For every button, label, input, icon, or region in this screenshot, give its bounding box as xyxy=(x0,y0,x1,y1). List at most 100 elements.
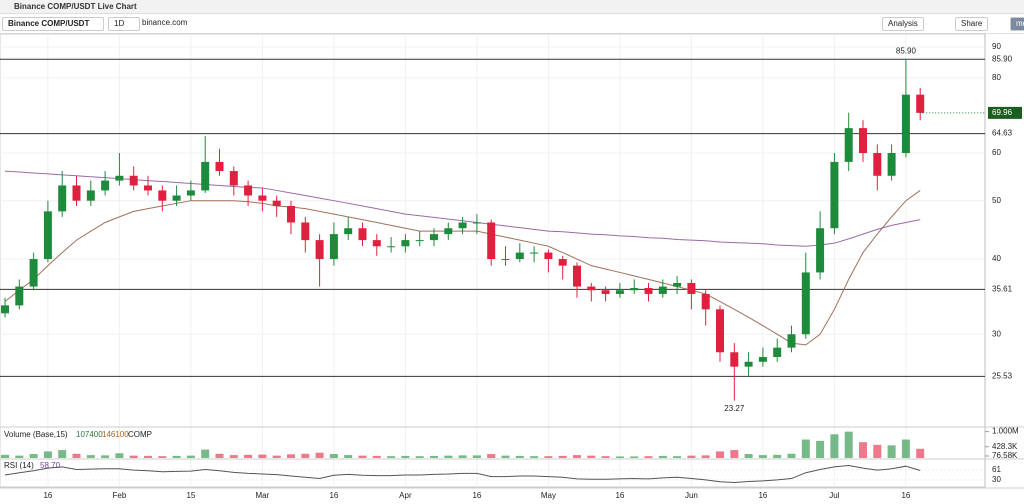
volume-bar xyxy=(630,456,639,458)
candle-body xyxy=(401,240,410,247)
volume-bar xyxy=(887,445,896,458)
volume-bar xyxy=(830,434,839,458)
volume-bar xyxy=(172,455,181,458)
volume-bar xyxy=(158,456,167,458)
candle-body xyxy=(101,180,110,191)
x-tick-label: 16 xyxy=(901,491,910,500)
candle-body xyxy=(601,290,610,294)
volume-bar xyxy=(372,455,381,458)
candle-body xyxy=(873,153,882,176)
low-annotation: 23.27 xyxy=(724,404,745,413)
volume-bar xyxy=(215,453,224,458)
volume-bar xyxy=(873,444,882,458)
volume-bar xyxy=(329,454,338,458)
volume-bar xyxy=(1,454,9,458)
level-label: 25.53 xyxy=(992,372,1013,381)
y-tick-label: 80 xyxy=(992,73,1001,82)
volume-bar xyxy=(186,455,195,458)
volume-bar xyxy=(916,448,925,458)
user-button[interactable]: me xyxy=(1010,17,1024,31)
volume-ma: 107400 xyxy=(76,430,103,439)
x-tick-label: 16 xyxy=(472,491,481,500)
candle-body xyxy=(115,175,124,181)
candle-body xyxy=(544,252,553,260)
volume-bar xyxy=(115,453,124,458)
candle-body xyxy=(229,171,238,186)
last-price-tag xyxy=(988,106,1022,119)
candle-body xyxy=(573,265,581,287)
volume-bar xyxy=(673,456,682,458)
volume-bar xyxy=(558,455,567,458)
volume-bar xyxy=(658,455,667,458)
volume-bar xyxy=(301,453,310,458)
share-button[interactable]: Share xyxy=(955,17,989,31)
candle-body xyxy=(901,94,910,154)
candle-body xyxy=(658,286,667,294)
candle-body xyxy=(673,282,682,287)
volume-bar xyxy=(787,453,796,458)
candle-body xyxy=(344,228,353,235)
candle-body xyxy=(287,205,295,223)
level-label: 35.61 xyxy=(992,285,1013,294)
candle-body xyxy=(801,272,810,335)
volume-bar xyxy=(15,455,24,458)
volume-bar xyxy=(644,456,653,458)
volume-bar xyxy=(244,454,253,458)
candle-body xyxy=(430,234,438,241)
volume-bar xyxy=(315,452,324,458)
candle-body xyxy=(487,222,496,260)
volume-bar xyxy=(72,453,81,458)
level-label: 64.63 xyxy=(992,129,1013,138)
candle-body xyxy=(587,286,596,291)
candle-body xyxy=(144,185,152,191)
interval-button[interactable]: 1D xyxy=(108,17,140,31)
candle-body xyxy=(129,175,138,186)
analysis-button[interactable]: Analysis xyxy=(882,17,924,31)
candle-body xyxy=(515,252,524,260)
x-tick-label: 16 xyxy=(758,491,767,500)
rsi-tick-label: 30 xyxy=(992,475,1001,484)
x-tick-label: 15 xyxy=(186,491,195,500)
candle-body xyxy=(744,361,753,367)
volume-bar xyxy=(387,456,396,458)
volume-ma: 146100 xyxy=(102,430,129,439)
candle-body xyxy=(630,288,639,291)
candle-body xyxy=(329,234,338,260)
volume-bar xyxy=(730,450,739,458)
volume-bar xyxy=(43,451,52,458)
x-tick-label: Jul xyxy=(829,491,839,500)
volume-bar xyxy=(129,455,138,458)
candle-body xyxy=(458,222,467,229)
candle-body xyxy=(844,128,853,162)
candle-body xyxy=(358,228,367,241)
last-price-label: 69.96 xyxy=(992,108,1013,117)
candle-body xyxy=(887,153,896,176)
volume-bar xyxy=(458,455,467,458)
x-tick-label: Feb xyxy=(113,491,127,500)
volume-bar xyxy=(901,439,910,458)
volume-bar xyxy=(758,455,767,458)
volume-bar xyxy=(501,455,510,458)
candle-body xyxy=(15,286,24,306)
candle-body xyxy=(372,240,381,247)
candle-body xyxy=(615,290,624,294)
volume-bar xyxy=(544,456,553,458)
volume-unit: COMP xyxy=(128,430,152,439)
rsi-label: RSI (14) xyxy=(4,461,34,470)
candle-body xyxy=(444,228,453,235)
candle-body xyxy=(86,190,95,201)
volume-bar xyxy=(58,450,67,458)
browser-tab: Binance COMP/USDT Live Chart xyxy=(0,0,1024,14)
candle-body xyxy=(72,185,81,201)
x-tick-label: Jun xyxy=(685,491,698,500)
volume-bar xyxy=(801,439,810,458)
symbol-button[interactable]: Binance COMP/USDT xyxy=(2,17,104,31)
source-link[interactable]: binance.com xyxy=(142,18,188,27)
candle-body xyxy=(758,356,767,362)
candle-body xyxy=(201,161,210,191)
moving-average xyxy=(4,170,921,247)
volume-bar xyxy=(716,451,724,458)
x-tick-label: 16 xyxy=(615,491,624,500)
candle-body xyxy=(43,211,52,260)
